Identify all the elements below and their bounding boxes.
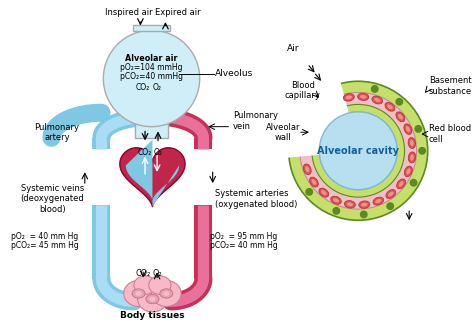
- Circle shape: [289, 81, 428, 220]
- Ellipse shape: [388, 192, 394, 197]
- Ellipse shape: [311, 179, 316, 185]
- Text: pO₂=104 mmHg: pO₂=104 mmHg: [120, 63, 183, 72]
- Ellipse shape: [404, 124, 412, 134]
- Ellipse shape: [372, 96, 383, 104]
- Ellipse shape: [124, 280, 154, 307]
- Ellipse shape: [358, 93, 369, 100]
- Ellipse shape: [134, 276, 156, 294]
- Circle shape: [387, 203, 393, 209]
- Circle shape: [306, 189, 312, 195]
- Text: Red blood
cell: Red blood cell: [428, 124, 471, 144]
- Circle shape: [372, 86, 378, 92]
- Circle shape: [319, 112, 397, 190]
- Ellipse shape: [360, 95, 366, 98]
- Ellipse shape: [346, 202, 353, 206]
- Circle shape: [103, 30, 200, 127]
- Ellipse shape: [146, 294, 159, 304]
- Polygon shape: [120, 148, 185, 207]
- Ellipse shape: [305, 166, 310, 173]
- Ellipse shape: [397, 179, 406, 189]
- Ellipse shape: [408, 152, 416, 163]
- Text: Body tissues: Body tissues: [120, 311, 185, 320]
- Text: Inspired air: Inspired air: [105, 8, 152, 17]
- Text: Systemic veins
(deoxygenated
blood): Systemic veins (deoxygenated blood): [20, 184, 84, 214]
- Ellipse shape: [385, 103, 395, 111]
- Ellipse shape: [333, 198, 339, 202]
- Ellipse shape: [375, 199, 382, 203]
- Text: O₂: O₂: [153, 83, 162, 92]
- Text: CO₂: CO₂: [136, 83, 150, 92]
- Wedge shape: [284, 79, 358, 157]
- Ellipse shape: [310, 177, 319, 187]
- Ellipse shape: [361, 203, 367, 206]
- Circle shape: [333, 208, 339, 214]
- Circle shape: [396, 98, 402, 105]
- Ellipse shape: [132, 289, 145, 298]
- Ellipse shape: [319, 188, 328, 197]
- Ellipse shape: [160, 289, 173, 298]
- Ellipse shape: [386, 190, 396, 199]
- Ellipse shape: [398, 114, 403, 120]
- Ellipse shape: [399, 181, 403, 187]
- Circle shape: [300, 92, 417, 209]
- Circle shape: [319, 112, 397, 190]
- Ellipse shape: [321, 190, 327, 195]
- Text: CO₂: CO₂: [136, 269, 151, 278]
- Ellipse shape: [331, 196, 341, 204]
- Ellipse shape: [387, 105, 393, 109]
- Text: O₂: O₂: [154, 148, 163, 157]
- Ellipse shape: [344, 201, 356, 208]
- Ellipse shape: [152, 280, 181, 307]
- Ellipse shape: [303, 164, 311, 175]
- Ellipse shape: [137, 286, 167, 312]
- Ellipse shape: [359, 201, 370, 208]
- Ellipse shape: [149, 297, 155, 302]
- Text: pO₂  = 40 mm Hg: pO₂ = 40 mm Hg: [10, 231, 78, 241]
- Text: O₂: O₂: [152, 269, 162, 278]
- Text: Pulmonary
artery: Pulmonary artery: [35, 123, 80, 142]
- Ellipse shape: [408, 137, 416, 148]
- Text: Air: Air: [287, 44, 300, 53]
- Ellipse shape: [373, 197, 383, 205]
- Ellipse shape: [149, 276, 171, 294]
- Text: pCO₂= 40 mm Hg: pCO₂= 40 mm Hg: [210, 241, 278, 250]
- Text: pO₂  = 95 mm Hg: pO₂ = 95 mm Hg: [210, 231, 277, 241]
- Circle shape: [415, 126, 421, 132]
- Ellipse shape: [135, 291, 142, 296]
- Text: Systemic arteries
(oxygenated blood): Systemic arteries (oxygenated blood): [215, 189, 297, 209]
- Polygon shape: [126, 140, 179, 206]
- Ellipse shape: [410, 140, 414, 146]
- Circle shape: [410, 180, 417, 186]
- Polygon shape: [133, 25, 170, 31]
- Text: Basement
substance: Basement substance: [428, 76, 472, 95]
- Text: Blood
capillary: Blood capillary: [285, 81, 320, 100]
- Ellipse shape: [410, 154, 414, 161]
- Text: Alveolar air: Alveolar air: [125, 54, 178, 63]
- Text: Alveolus: Alveolus: [215, 69, 253, 78]
- Text: CO₂: CO₂: [138, 148, 152, 157]
- Circle shape: [312, 105, 404, 197]
- Ellipse shape: [396, 112, 405, 122]
- Text: Alveolar
wall: Alveolar wall: [266, 123, 301, 142]
- Text: Alveolar cavity: Alveolar cavity: [317, 146, 399, 156]
- Text: pCO₂= 45 mm Hg: pCO₂= 45 mm Hg: [10, 241, 78, 250]
- Circle shape: [361, 211, 367, 218]
- Ellipse shape: [404, 166, 412, 177]
- Circle shape: [419, 147, 425, 154]
- Ellipse shape: [374, 98, 380, 102]
- Ellipse shape: [406, 126, 410, 132]
- Ellipse shape: [343, 93, 354, 101]
- Ellipse shape: [406, 168, 410, 175]
- Ellipse shape: [346, 95, 352, 99]
- Text: Pulmonary
vein: Pulmonary vein: [233, 112, 278, 131]
- Polygon shape: [135, 123, 168, 138]
- Text: pCO₂=40 mmHg: pCO₂=40 mmHg: [120, 72, 183, 81]
- Text: Expired air: Expired air: [155, 8, 201, 17]
- Ellipse shape: [163, 291, 170, 296]
